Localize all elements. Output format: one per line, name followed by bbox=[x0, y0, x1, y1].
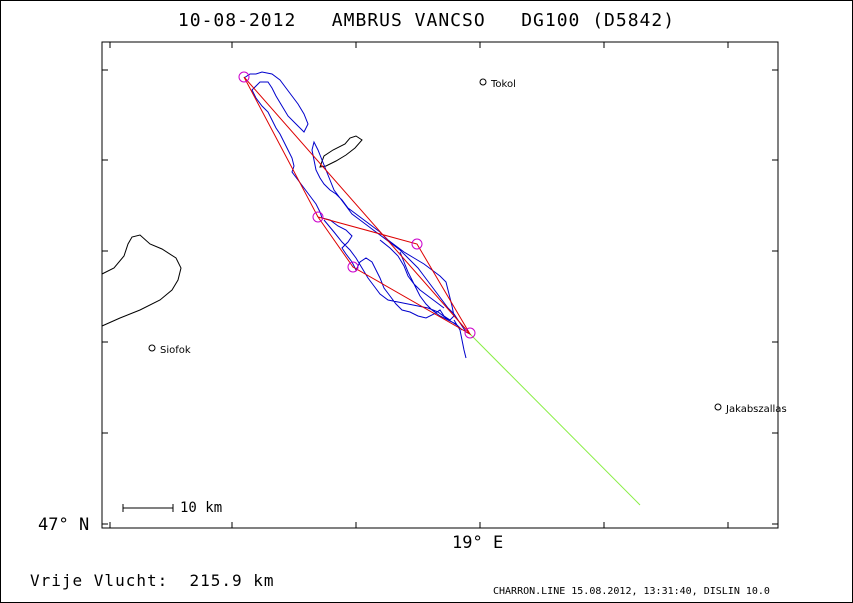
flight-track bbox=[243, 71, 471, 359]
turnpoints bbox=[238, 71, 476, 339]
turnpoint-marker bbox=[411, 238, 423, 250]
turnpoint-marker bbox=[238, 71, 250, 83]
lake-balaton-shoreline bbox=[101, 234, 182, 327]
turnpoint-marker bbox=[347, 261, 359, 273]
danube-island-shoreline bbox=[319, 135, 363, 168]
latitude-label: 47° N bbox=[38, 515, 90, 535]
plot-area-border bbox=[101, 41, 779, 529]
free-flight-distance: Vrije Vlucht: 215.9 km bbox=[30, 571, 275, 590]
scale-bar-label: 10 km bbox=[180, 500, 223, 516]
place-marker-jakabszallas bbox=[714, 403, 722, 411]
place-label-tokol: Tokol bbox=[491, 79, 516, 90]
task-route bbox=[243, 76, 472, 336]
axis-ticks bbox=[102, 42, 778, 528]
scale-bar bbox=[122, 504, 174, 512]
final-glide-line bbox=[469, 333, 641, 506]
render-credit: CHARRON.LINE 15.08.2012, 13:31:40, DISLI… bbox=[493, 586, 770, 597]
place-marker-tokol bbox=[479, 78, 487, 86]
place-marker-siofok bbox=[148, 344, 156, 352]
figure-title: 10-08-2012 AMBRUS VANCSO DG100 (D5842) bbox=[177, 10, 676, 31]
place-label-jakabszallas: Jakabszallas bbox=[726, 404, 787, 415]
turnpoint-marker bbox=[464, 327, 476, 339]
longitude-label: 19° E bbox=[452, 533, 504, 553]
turnpoint-marker bbox=[312, 211, 324, 223]
place-label-siofok: Siofok bbox=[160, 345, 191, 356]
